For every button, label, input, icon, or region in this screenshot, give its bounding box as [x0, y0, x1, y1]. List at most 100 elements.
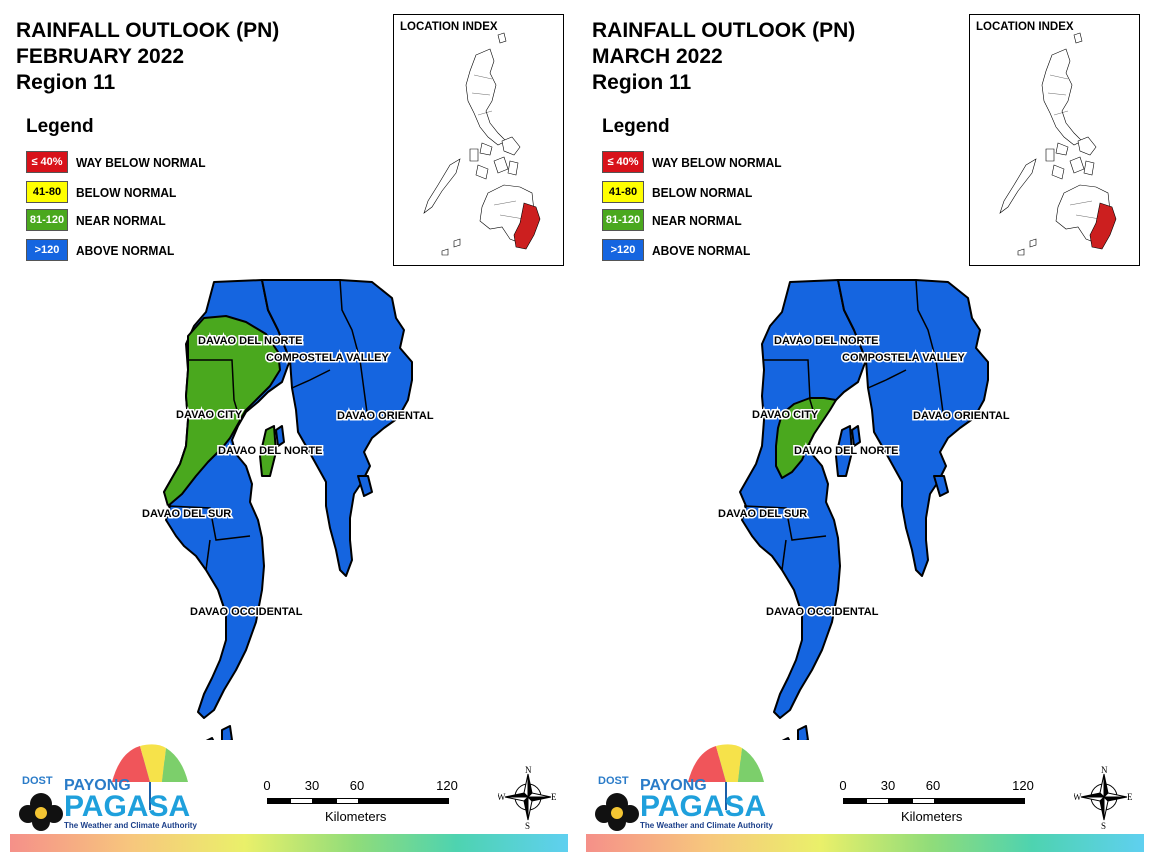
panel-title: RAINFALL OUTLOOK (PN) MARCH 2022 Region … [592, 18, 855, 96]
legend-label: ABOVE NORMAL [76, 242, 175, 258]
legend-swatch: 41-80 [26, 181, 68, 203]
label-davao-oriental: DAVAO ORIENTAL [337, 410, 434, 422]
logo-tagline: The Weather and Climate Authority [640, 821, 773, 830]
philippines-index-map [999, 32, 1117, 256]
region-11-map: DAVAO DEL NORTE COMPOSTELA VALLEY DAVAO … [141, 279, 435, 740]
scale-bar: 0 30 60 120 Kilometers [263, 778, 465, 828]
island-balut [797, 725, 809, 740]
scale-segment [912, 798, 935, 804]
label-davao-del-sur: DAVAO DEL SUR [142, 508, 231, 520]
title-line-2: FEBRUARY 2022 [16, 45, 185, 68]
near-normal-zone [775, 397, 837, 479]
region-11-map: DAVAO DEL NORTE COMPOSTELA VALLEY DAVAO … [717, 279, 1011, 740]
scale-tick: 120 [1012, 778, 1034, 793]
philippines-index-map [423, 32, 541, 256]
scale-segment [290, 798, 313, 804]
scale-tick: 60 [349, 778, 365, 793]
legend-label: NEAR NORMAL [652, 212, 742, 228]
legend-item-above: >120 ABOVE NORMAL [26, 239, 183, 261]
legend-item-way-below: ≤ 40% WAY BELOW NORMAL [602, 151, 793, 173]
region-11-highlight [1089, 202, 1117, 250]
scale-segment [866, 798, 889, 804]
region-11-highlight [513, 202, 541, 250]
legend-swatch: ≤ 40% [602, 151, 644, 173]
logo-graphic: DOST PAYONG PAGASA The Weather and Clima… [595, 744, 773, 831]
legend-item-near: 81-120 NEAR NORMAL [26, 209, 174, 231]
scale-tick: 30 [880, 778, 896, 793]
pagasa-logo: DOST PAYONG PAGASA The Weather and Clima… [16, 740, 216, 835]
compass-s: S [525, 821, 530, 830]
compass-e: E [1127, 792, 1133, 802]
scale-tick: 0 [839, 778, 847, 793]
legend-swatch: >120 [26, 239, 68, 261]
logo-payong: PAYONG [64, 777, 131, 794]
scale-segment [935, 798, 1025, 804]
label-compostela-valley: COMPOSTELA VALLEY [266, 352, 390, 364]
legend-label: NEAR NORMAL [76, 212, 166, 228]
legend-swatch: >120 [602, 239, 644, 261]
scale-segment [359, 798, 449, 804]
label-davao-oriental: DAVAO ORIENTAL [913, 410, 1010, 422]
scale-unit: Kilometers [325, 809, 387, 824]
label-davao-city: DAVAO CITY [752, 409, 819, 421]
compass-n: N [1101, 765, 1108, 775]
legend-item-below: 41-80 BELOW NORMAL [602, 181, 761, 203]
title-line-3: Region 11 [592, 71, 692, 94]
island-small-1 [851, 425, 861, 447]
compass-w: W [498, 792, 506, 802]
legend-swatch: 81-120 [26, 209, 68, 231]
island-talikud [357, 475, 373, 497]
north-arrow-icon: N S E W [1074, 765, 1133, 830]
logo-pagasa: PAGASA [640, 790, 766, 823]
outlook-panel-march: RAINFALL OUTLOOK (PN) MARCH 2022 Region … [576, 0, 1152, 864]
legend-title: Legend [26, 116, 94, 137]
legend-swatch: 81-120 [602, 209, 644, 231]
logo-dost: DOST [22, 775, 53, 787]
legend-label: BELOW NORMAL [652, 184, 753, 200]
scale-bar: 0 30 60 120 Kilometers [839, 778, 1041, 828]
logo-payong: PAYONG [640, 777, 707, 794]
label-davao-del-sur: DAVAO DEL SUR [718, 508, 807, 520]
legend-label: WAY BELOW NORMAL [652, 154, 782, 170]
legend-label: WAY BELOW NORMAL [76, 154, 206, 170]
location-index-title: LOCATION INDEX [400, 21, 498, 33]
logo-graphic: DOST PAYONG PAGASA The Weather and Clima… [19, 744, 197, 831]
logo-pagasa: PAGASA [64, 790, 190, 823]
scale-tick: 30 [304, 778, 320, 793]
title-line-1: RAINFALL OUTLOOK (PN) [16, 19, 280, 42]
near-normal-zone [163, 315, 281, 507]
scale-tick: 60 [925, 778, 941, 793]
island-samal [835, 425, 853, 477]
location-index-title: LOCATION INDEX [976, 21, 1074, 33]
scale-tick: 120 [436, 778, 458, 793]
label-davao-del-norte-2: DAVAO DEL NORTE [794, 445, 899, 457]
logo-dost: DOST [598, 775, 629, 787]
compass-e: E [551, 792, 557, 802]
region-east-mass [837, 279, 989, 577]
island-sarangani [205, 737, 215, 740]
legend-item-near: 81-120 NEAR NORMAL [602, 209, 750, 231]
outlook-panel-february: RAINFALL OUTLOOK (PN) FEBRUARY 2022 Regi… [10, 14, 568, 852]
legend-title: Legend [602, 116, 670, 137]
label-compostela-valley: COMPOSTELA VALLEY [842, 352, 966, 364]
legend-item-above: >120 ABOVE NORMAL [602, 239, 759, 261]
location-index-inset: LOCATION INDEX [393, 14, 564, 266]
label-davao-del-norte: DAVAO DEL NORTE [774, 335, 879, 347]
footer-gradient-bar [10, 834, 568, 852]
scale-tick: 0 [263, 778, 271, 793]
footer-gradient-bar [586, 834, 1144, 852]
legend-swatch: ≤ 40% [26, 151, 68, 173]
label-davao-occidental: DAVAO OCCIDENTAL [190, 606, 303, 618]
label-davao-del-norte-2: DAVAO DEL NORTE [218, 445, 323, 457]
logo-tagline: The Weather and Climate Authority [64, 821, 197, 830]
legend-swatch: 41-80 [602, 181, 644, 203]
island-talikud [933, 475, 949, 497]
scale-segment [336, 798, 359, 804]
island-sarangani [781, 737, 791, 740]
scale-segment [889, 798, 912, 804]
scale-segment [313, 798, 336, 804]
label-davao-city: DAVAO CITY [176, 409, 243, 421]
island-samal [259, 425, 277, 477]
legend-item-way-below: ≤ 40% WAY BELOW NORMAL [26, 151, 217, 173]
pagasa-logo: DOST PAYONG PAGASA The Weather and Clima… [592, 740, 792, 835]
